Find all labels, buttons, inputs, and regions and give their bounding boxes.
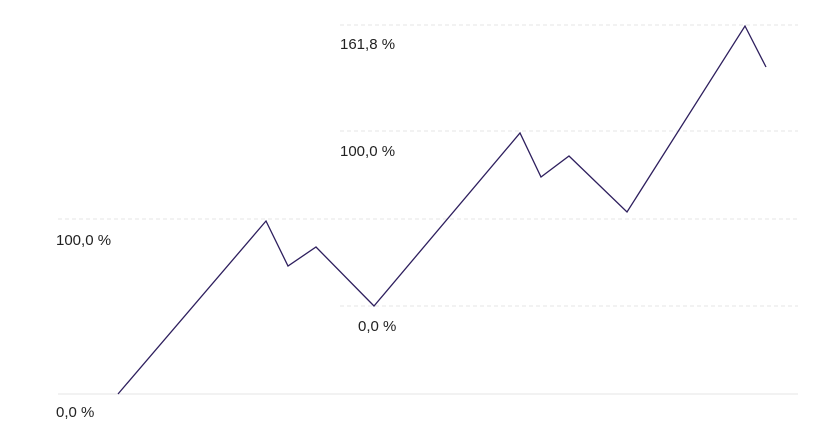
price-line-group xyxy=(117,24,767,395)
level-label-fib2-0: 0,0 % xyxy=(358,318,396,335)
level-labels: 0,0 % 100,0 % 0,0 % 100,0 % 161,8 % xyxy=(56,36,396,421)
price-line xyxy=(117,24,767,395)
level-lines xyxy=(58,24,798,395)
level-label-fib1-100: 100,0 % xyxy=(56,232,111,249)
level-label-fib2-1618: 161,8 % xyxy=(340,36,395,53)
level-label-fib1-0: 0,0 % xyxy=(56,404,94,421)
level-label-fib2-100: 100,0 % xyxy=(340,143,395,160)
